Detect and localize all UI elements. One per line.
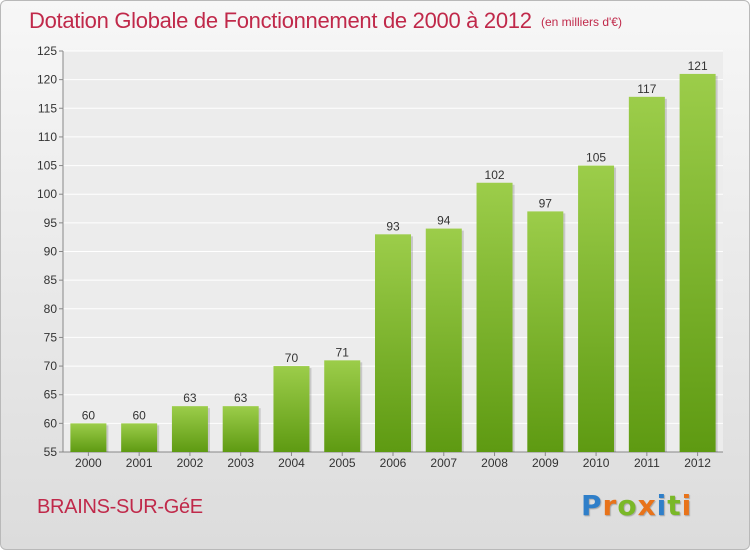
logo-letter: x	[637, 489, 657, 522]
y-tick-label: 65	[44, 388, 58, 402]
unit-note: (en milliers d'€)	[541, 15, 622, 29]
y-tick-label: 115	[38, 101, 57, 115]
y-tick-label: 90	[44, 245, 58, 259]
bar	[527, 211, 564, 452]
data-label: 60	[82, 408, 96, 422]
x-tick-label: 2008	[481, 456, 508, 470]
x-tick-label: 2000	[75, 456, 102, 470]
y-tick-label: 95	[44, 216, 58, 230]
x-tick-label: 2005	[329, 456, 356, 470]
x-tick-label: 2009	[532, 456, 559, 470]
y-tick-label: 100	[37, 187, 57, 201]
x-tick-label: 2006	[380, 456, 407, 470]
x-tick-label: 2012	[684, 456, 711, 470]
data-label: 63	[183, 391, 197, 405]
y-tick-label: 125	[37, 44, 57, 58]
data-label: 60	[132, 408, 146, 422]
logo-letter: r	[602, 489, 618, 522]
data-label: 94	[437, 214, 451, 228]
y-tick-label: 75	[44, 330, 58, 344]
data-label: 117	[637, 82, 656, 96]
x-tick-label: 2004	[278, 456, 305, 470]
x-tick-label: 2011	[634, 456, 660, 470]
chart-title: Dotation Globale de Fonctionnement de 20…	[29, 8, 532, 33]
x-tick-label: 2010	[583, 456, 610, 470]
data-label: 70	[285, 351, 299, 365]
bar	[324, 360, 361, 452]
data-label: 71	[336, 345, 350, 359]
bar	[578, 165, 615, 453]
bar	[476, 182, 513, 452]
logo-letter: P	[581, 489, 603, 522]
x-tick-label: 2002	[177, 456, 204, 470]
bar	[425, 228, 462, 452]
y-tick-label: 80	[44, 302, 58, 316]
logo-letter: i	[681, 489, 693, 522]
y-tick-label: 55	[44, 445, 58, 459]
bar	[628, 96, 665, 452]
x-tick-label: 2003	[227, 456, 254, 470]
x-tick-label: 2007	[430, 456, 457, 470]
logo-letter: t	[667, 489, 682, 522]
bar	[273, 366, 310, 452]
commune-name: BRAINS-SUR-GéE	[37, 496, 203, 518]
bar	[679, 73, 716, 453]
data-label: 63	[234, 391, 248, 405]
proxiti-logo: Proxiti	[581, 489, 692, 522]
data-label: 105	[586, 151, 606, 165]
bar	[171, 406, 208, 452]
x-tick-label: 2001	[126, 456, 153, 470]
y-tick-label: 110	[38, 130, 57, 144]
logo-letter: o	[617, 489, 638, 522]
y-tick-label: 70	[44, 359, 58, 373]
bar	[222, 406, 259, 452]
y-tick-label: 105	[37, 159, 57, 173]
bar	[70, 423, 107, 452]
logo-letter: i	[656, 489, 668, 522]
data-label: 97	[539, 196, 553, 210]
data-label: 93	[386, 219, 400, 233]
y-tick-label: 85	[44, 273, 58, 287]
data-label: 121	[688, 59, 708, 73]
bar	[375, 234, 411, 452]
y-tick-label: 120	[37, 73, 57, 87]
y-tick-label: 60	[44, 416, 58, 430]
data-label: 102	[485, 168, 505, 182]
bar	[121, 423, 158, 452]
